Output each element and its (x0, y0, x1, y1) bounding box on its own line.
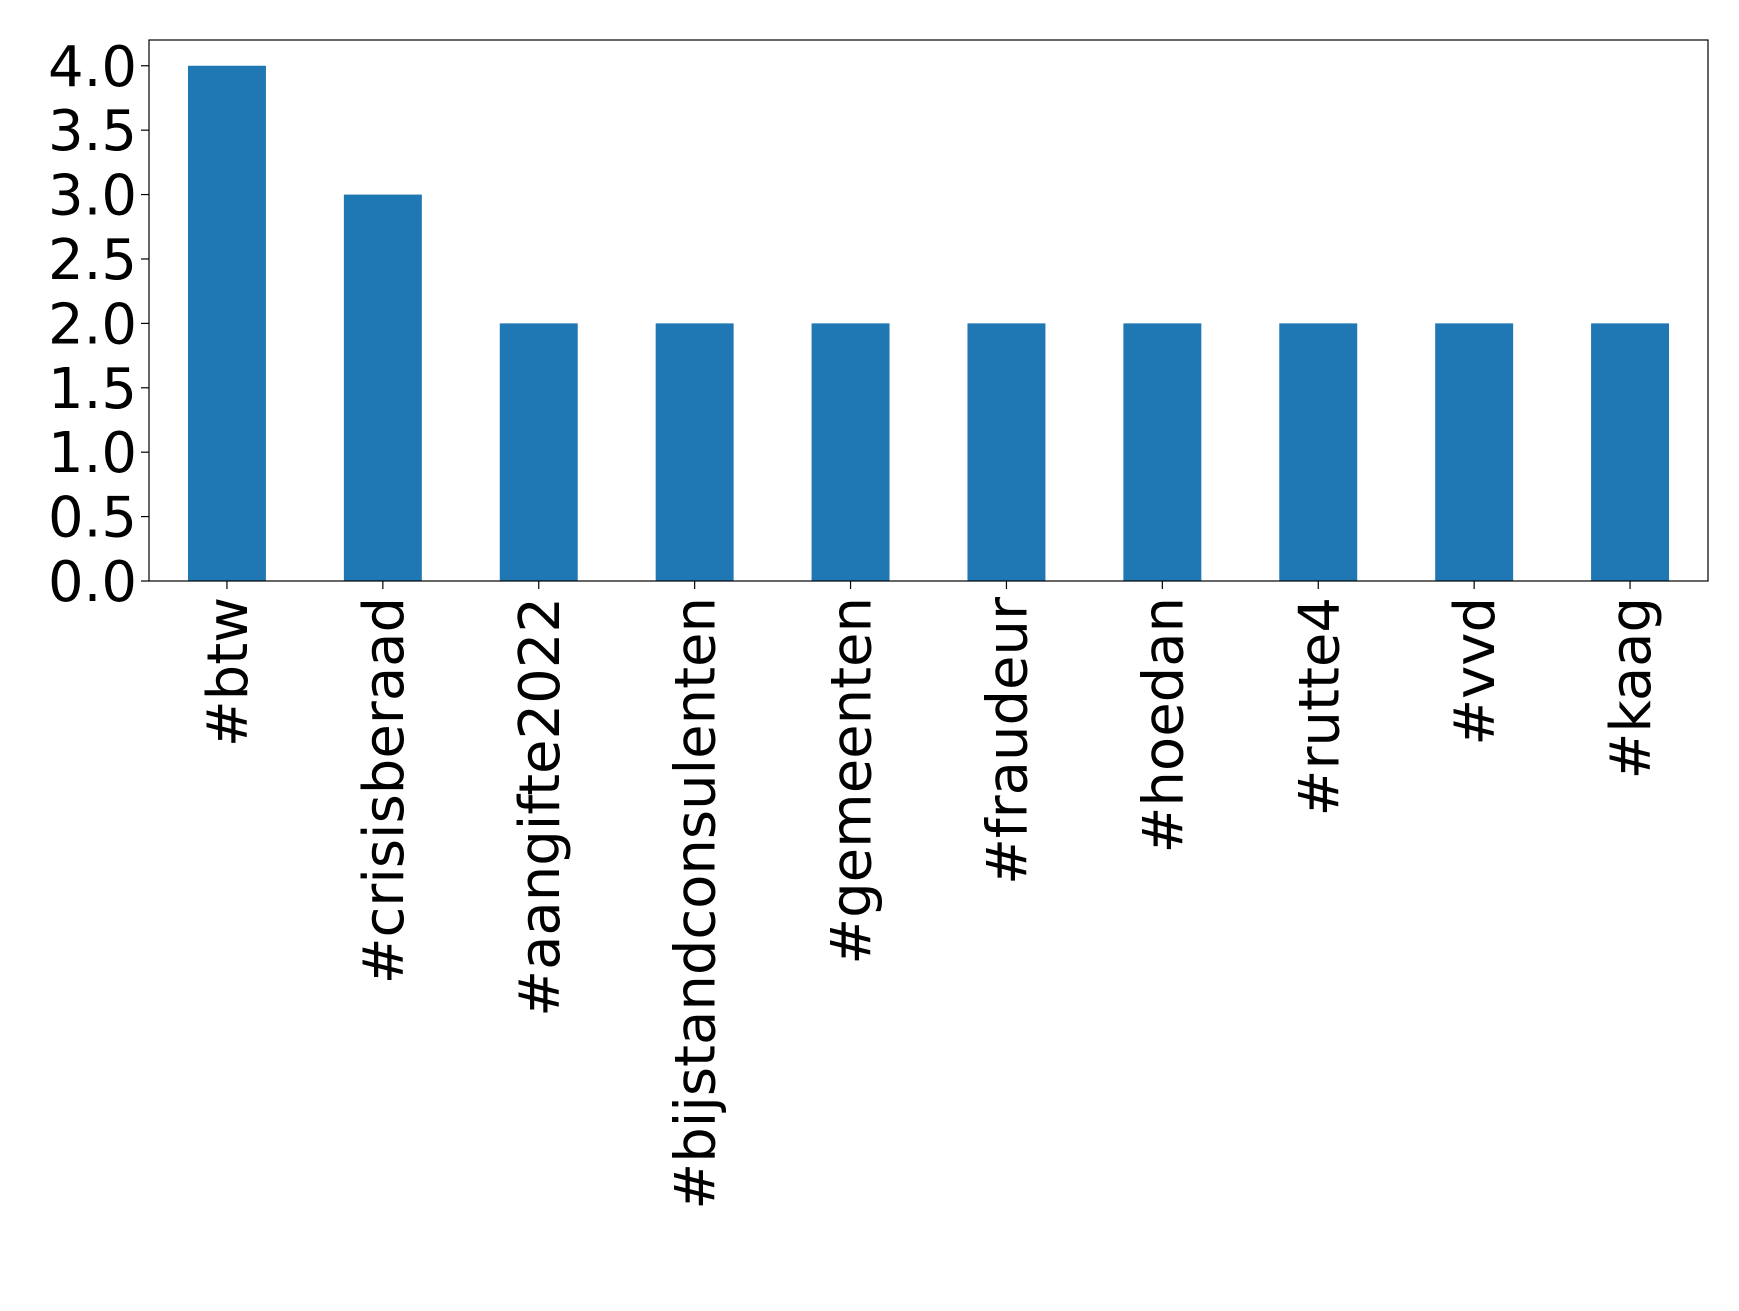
y-tick-label: 0.5 (48, 486, 137, 551)
x-tick-label: #aangifte2022 (508, 597, 573, 1017)
y-tick-label: 0.0 (48, 550, 137, 615)
y-tick-label: 3.0 (48, 164, 137, 229)
y-tick-label: 2.5 (48, 228, 137, 293)
x-tick-label: #bijstandconsulenten (664, 597, 729, 1210)
y-tick-label: 3.5 (48, 99, 137, 164)
y-tick-label: 2.0 (48, 292, 137, 357)
y-tick-label: 1.0 (48, 421, 137, 486)
bar (655, 323, 734, 581)
bar (1435, 323, 1514, 581)
x-tick-label: #rutte4 (1287, 597, 1352, 816)
y-tick-label: 4.0 (48, 35, 137, 100)
x-tick-label: #kaag (1599, 597, 1664, 780)
bar (967, 323, 1046, 581)
x-tick-label: #hoedan (1131, 597, 1196, 853)
x-tick-label: #crisisberaad (352, 597, 417, 984)
bar (187, 65, 266, 581)
x-tick-label: #vvd (1443, 597, 1508, 746)
y-tick-label: 1.5 (48, 357, 137, 422)
bar (499, 323, 578, 581)
bar (811, 323, 890, 581)
plot-frame (148, 39, 1709, 582)
bar (1279, 323, 1358, 581)
bar (1123, 323, 1202, 581)
bar (1591, 323, 1670, 581)
x-tick-label: #fraudeur (975, 596, 1040, 885)
x-tick-label: #gemeenten (820, 597, 885, 965)
bar (343, 194, 422, 582)
x-tick-label: #btw (196, 597, 261, 747)
